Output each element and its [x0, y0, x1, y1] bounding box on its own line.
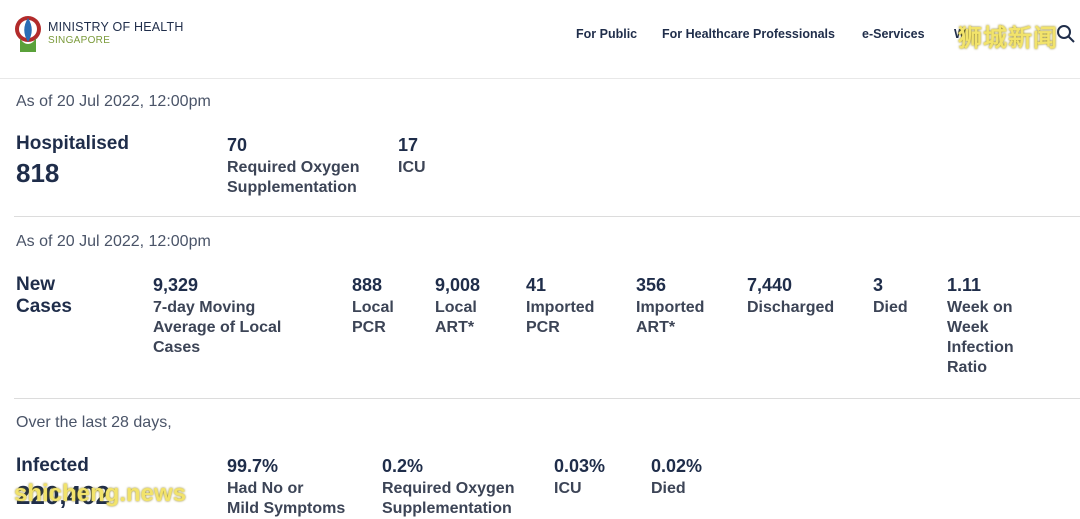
infected-died-label: Died [651, 480, 686, 497]
imported-pcr-label: Imported PCR [526, 299, 595, 336]
moh-logo-icon[interactable] [14, 12, 42, 54]
divider [14, 398, 1080, 399]
mild-symptoms-label: Had No or Mild Symptoms [227, 480, 346, 517]
nav-e-services[interactable]: e-Services [862, 27, 925, 41]
icu-label: ICU [398, 159, 426, 176]
local-pcr-label: Local PCR [352, 299, 394, 336]
died-value: 3 [873, 275, 884, 295]
divider [14, 216, 1080, 217]
died-label: Died [873, 299, 908, 316]
imported-pcr-value: 41 [526, 275, 547, 295]
mild-symptoms-value: 99.7% [227, 456, 279, 476]
infected-oxygen-value: 0.2% [382, 456, 424, 476]
local-art-label: Local ART* [435, 299, 477, 336]
site-header: MINISTRY OF HEALTH SINGAPORE For Public … [0, 0, 1080, 79]
oxygen-label: Required Oxygen Supplementation [227, 159, 360, 196]
imported-art-label: Imported ART* [636, 299, 705, 336]
new-cases-as-of: As of 20 Jul 2022, 12:00pm [16, 233, 211, 250]
moving-average-label: 7-day Moving Average of Local Cases [153, 299, 282, 356]
search-icon[interactable] [1056, 24, 1076, 44]
nav-truncated-item[interactable]: W [954, 27, 966, 41]
infected-oxygen-label: Required Oxygen Supplementation [382, 480, 515, 517]
infected-period: Over the last 28 days, [16, 414, 172, 431]
logo-title[interactable]: MINISTRY OF HEALTH [48, 20, 184, 34]
infected-value: 220,402 [16, 480, 110, 510]
discharged-value: 7,440 [747, 275, 793, 295]
icu-value: 17 [398, 135, 419, 155]
watermark-chinese: 狮城新闻 [958, 25, 1058, 52]
hospitalised-label: Hospitalised [16, 133, 129, 154]
oxygen-value: 70 [227, 135, 248, 155]
hospitalised-as-of: As of 20 Jul 2022, 12:00pm [16, 93, 211, 110]
infected-died-value: 0.02% [651, 456, 703, 476]
nav-for-healthcare-professionals[interactable]: For Healthcare Professionals [662, 27, 835, 41]
local-pcr-value: 888 [352, 275, 383, 295]
infected-label: Infected [16, 455, 89, 476]
moving-average-value: 9,329 [153, 275, 199, 295]
new-cases-label: New Cases [16, 274, 72, 317]
local-art-value: 9,008 [435, 275, 481, 295]
nav-for-public[interactable]: For Public [576, 27, 638, 41]
discharged-label: Discharged [747, 299, 835, 316]
infection-ratio-label: Week on Week Infection Ratio [947, 299, 1014, 376]
infection-ratio-value: 1.11 [947, 275, 982, 295]
infected-icu-label: ICU [554, 480, 582, 497]
infected-icu-value: 0.03% [554, 456, 606, 476]
hospitalised-value: 818 [16, 158, 60, 188]
logo-subtitle[interactable]: SINGAPORE [48, 35, 111, 46]
imported-art-value: 356 [636, 275, 667, 295]
watermark-english: shicheng.news [14, 480, 187, 507]
